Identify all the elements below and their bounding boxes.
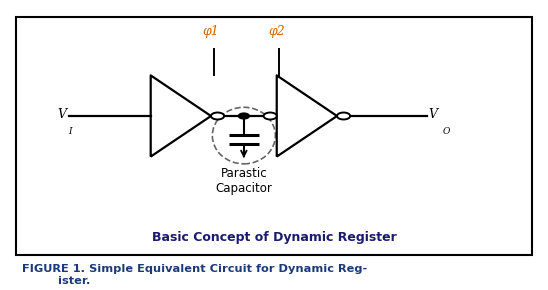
- Bar: [16, 17, 532, 255]
- Circle shape: [337, 113, 350, 119]
- Text: V: V: [58, 108, 67, 121]
- Text: φ2: φ2: [269, 25, 285, 38]
- Text: φ1: φ1: [203, 25, 219, 38]
- Text: FIGURE 1. Simple Equivalent Circuit for Dynamic Reg-
         ister.: FIGURE 1. Simple Equivalent Circuit for …: [22, 264, 367, 286]
- Circle shape: [264, 113, 277, 119]
- Text: O: O: [443, 127, 450, 136]
- Text: V: V: [429, 108, 437, 121]
- Text: Basic Concept of Dynamic Register: Basic Concept of Dynamic Register: [152, 231, 396, 244]
- Circle shape: [238, 113, 249, 119]
- Text: I: I: [68, 127, 71, 136]
- Circle shape: [211, 113, 224, 119]
- Text: Parastic
Capacitor: Parastic Capacitor: [215, 167, 272, 195]
